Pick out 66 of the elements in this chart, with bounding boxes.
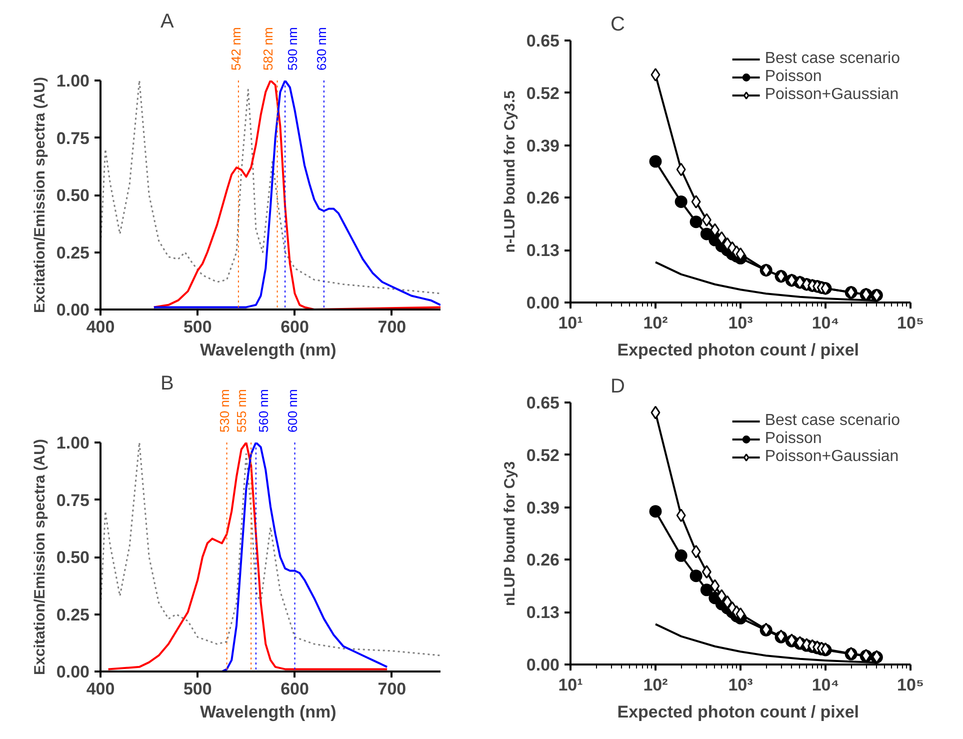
y-tick-label: 0.26 — [526, 550, 560, 570]
y-tick-label: 0.39 — [526, 136, 560, 156]
y-tick-label: 0.52 — [526, 446, 560, 465]
legend-label: Poisson — [764, 430, 822, 448]
y-tick-label: 0.39 — [526, 498, 560, 518]
y-tick-label: 0.65 — [526, 394, 560, 412]
x-axis-title: Wavelength (nm) — [200, 340, 336, 360]
y-tick-label: 1.00 — [56, 72, 90, 90]
x-tick-label: 10³ — [728, 676, 754, 694]
y-tick-label: 0.00 — [56, 662, 90, 682]
x-tick-label: 10¹ — [558, 676, 584, 694]
legend-label: Best case scenario — [764, 50, 900, 68]
chart-title: B — [160, 372, 174, 394]
ref-line-label: 560 nm — [256, 389, 271, 432]
y-axis-title: Excitation/Emission spectra (AU) — [31, 439, 48, 675]
y-tick-label: 0.52 — [526, 84, 560, 103]
y-tick-label: 0.00 — [526, 656, 560, 674]
chart-title: D — [610, 376, 625, 398]
x-tick-label: 700 — [378, 318, 406, 336]
y-tick-label: 0.50 — [56, 186, 90, 205]
x-tick-label: 10³ — [728, 314, 754, 332]
y-tick-label: 0.13 — [526, 241, 560, 260]
y-tick-label: 0.75 — [56, 490, 90, 510]
x-tick-label: 500 — [183, 680, 212, 698]
x-tick-label: 400 — [86, 318, 115, 336]
x-tick-label: 10¹ — [558, 314, 584, 332]
y-axis-title: nLUP bound for Cy3 — [501, 461, 518, 606]
y-tick-label: 0.65 — [526, 32, 560, 50]
y-tick-label: 1.00 — [56, 434, 90, 452]
x-tick-label: 10⁴ — [812, 676, 840, 694]
y-tick-label: 0.26 — [526, 188, 560, 208]
y-tick-label: 0.00 — [526, 294, 560, 312]
legend-label: Poisson — [764, 68, 822, 86]
y-axis-title: Excitation/Emission spectra (AU) — [31, 77, 48, 313]
y-tick-label: 0.13 — [526, 603, 560, 622]
x-tick-label: 600 — [280, 680, 309, 698]
y-tick-label: 0.25 — [56, 243, 90, 262]
y-axis-title: n-LUP bound for Cy3.5 — [501, 90, 518, 253]
x-tick-label: 400 — [86, 680, 115, 698]
x-tick-label: 500 — [183, 318, 212, 336]
ref-line-label: 590 nm — [285, 27, 300, 70]
legend-label: Poisson+Gaussian — [764, 86, 899, 104]
y-tick-label: 0.00 — [56, 300, 90, 320]
x-tick-label: 700 — [378, 680, 406, 698]
y-tick-label: 0.75 — [56, 128, 90, 148]
chart-title: A — [160, 10, 174, 32]
x-tick-label: 10⁵ — [897, 314, 924, 332]
ref-line-label: 530 nm — [216, 389, 232, 432]
x-tick-label: 600 — [280, 318, 309, 336]
legend-label: Best case scenario — [764, 412, 900, 430]
x-axis-title: Expected photon count / pixel — [617, 702, 860, 722]
x-tick-label: 10⁴ — [812, 314, 840, 332]
x-axis-title: Wavelength (nm) — [200, 702, 336, 722]
x-tick-label: 10² — [643, 314, 668, 332]
ref-line-label: 630 nm — [314, 27, 329, 70]
y-tick-label: 0.50 — [56, 548, 90, 567]
legend-label: Poisson+Gaussian — [764, 448, 899, 466]
ref-line-label: 555 nm — [234, 389, 250, 432]
ref-line-label: 542 nm — [228, 27, 244, 70]
ref-line-label: 600 nm — [284, 389, 300, 432]
x-tick-label: 10⁵ — [897, 676, 924, 694]
ref-line-label: 582 nm — [260, 27, 276, 70]
x-axis-title: Expected photon count / pixel — [617, 340, 860, 360]
y-tick-label: 0.25 — [56, 605, 90, 624]
x-tick-label: 10² — [643, 676, 668, 694]
chart-title: C — [610, 14, 625, 36]
